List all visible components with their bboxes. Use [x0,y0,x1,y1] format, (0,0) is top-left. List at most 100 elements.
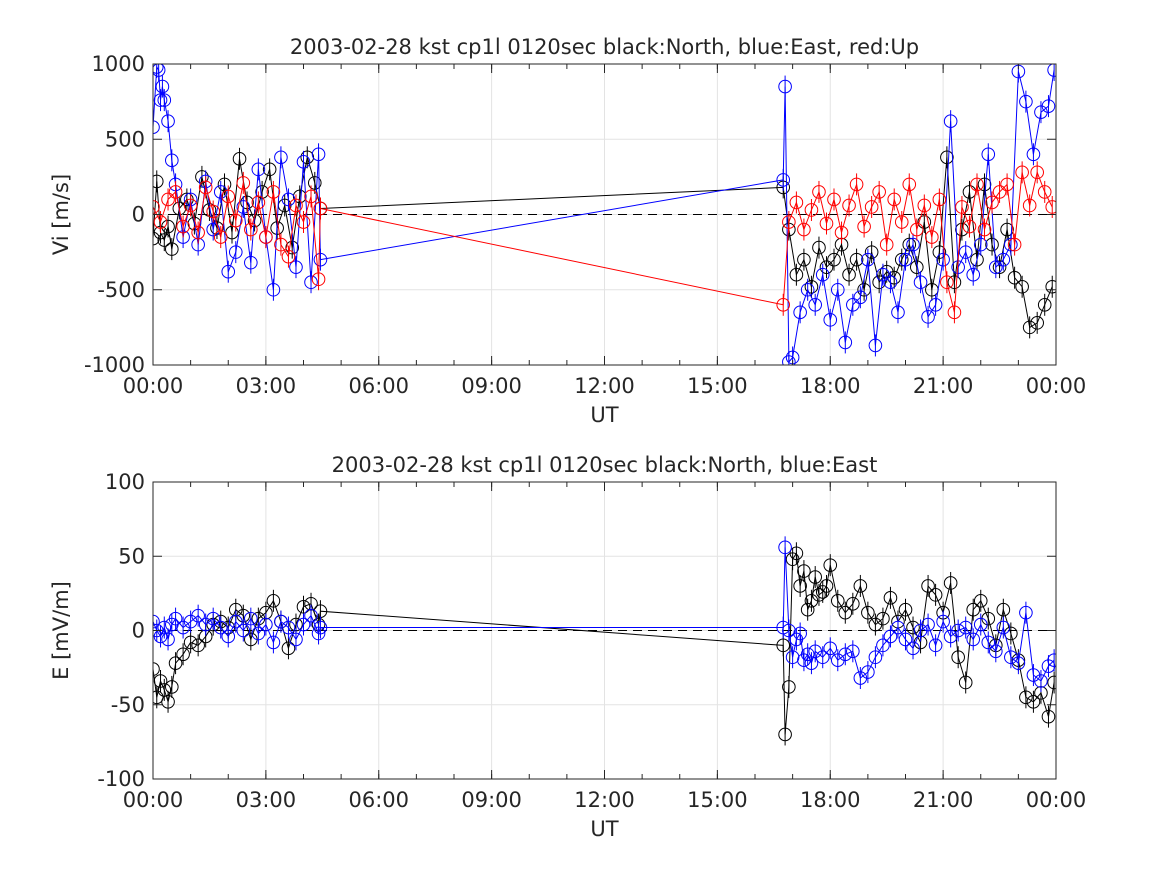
series-east-point [861,252,875,267]
series-up-point [776,298,791,312]
series-east-point [981,635,996,650]
x-tick-label: 06:00 [348,788,409,812]
series-up-point [797,222,811,237]
series-north-point [1007,270,1022,285]
series-up-point [198,180,213,195]
series-up-point [153,215,168,229]
series-east-point [776,173,791,187]
series-east-point [793,305,807,320]
series-east-point [1004,237,1018,252]
series-up-point [259,230,273,244]
series-east-point [846,644,860,659]
series-north-point [894,252,909,267]
series-east-point [289,260,303,274]
series-up-point [274,237,288,252]
series-north-point [819,260,834,274]
series-east-point [1019,94,1033,109]
series-east-point [311,626,326,641]
x-tick-label: 12:00 [574,788,635,812]
series-north-point [797,564,811,578]
series-east-point [951,623,965,638]
series-north-point [898,602,913,617]
y-tick-label: 100 [105,470,145,494]
series-east-point [815,650,830,665]
series-north-point [966,602,981,617]
series-up-point [161,192,175,207]
series-east-point [206,222,220,237]
series-east-point [251,626,266,641]
electric-field-panel: 00:00 03:00 06:00 09:00 12:00 15:00 18:00 21:00… [49,453,1086,841]
series-north-point [902,237,917,252]
series-north-point [943,576,958,590]
series-east-point [838,647,853,662]
x-tick-label: 03:00 [236,788,297,812]
series-north-point [951,650,965,665]
series-north-point [800,602,815,617]
series-north-point [830,594,845,608]
series-east-point [1047,653,1056,667]
series-east-point [153,64,164,74]
y-tick-label: -1000 [84,353,145,377]
series-up-point [1045,200,1056,214]
y-tick-label: 0 [132,203,145,227]
series-up-point [909,222,924,237]
series-up-point [266,185,281,199]
series-east-point [161,114,175,128]
series-north-point [183,635,198,650]
series-north-point [153,674,168,688]
series-up-point [289,198,303,213]
series-up-point [977,222,992,237]
series-north-point [307,176,322,190]
series-up-point [955,200,969,214]
series-north-point [1019,690,1033,705]
series-east-point [296,617,311,632]
series-up-point [970,177,984,192]
series-north-point [906,620,920,635]
series-up-point [887,192,902,207]
series-up-point [206,204,220,219]
series-east-point [823,313,838,327]
series-north-point [1000,222,1014,237]
series-north-point [955,222,969,237]
series-up-point [251,195,266,210]
y-tick-label: -50 [111,693,145,717]
series-up-point [1037,185,1052,199]
series-east-point [213,185,228,199]
series-east-point [244,611,258,626]
series-up-point [1015,165,1029,180]
series-east-point [1026,147,1041,162]
series-up-point [985,195,999,210]
series-east-point [846,298,860,312]
series-north-point [921,579,935,593]
series-east-point [793,626,807,641]
series-east-point [782,355,796,365]
series-east-point [876,267,890,282]
series-east-point [815,267,830,282]
series-up-point [304,189,318,204]
series-east-point [838,335,853,350]
series-east-point [823,641,838,656]
series-east-point [206,611,220,626]
series-east-point [921,310,935,324]
series-east-point [244,255,258,270]
series-north-point [823,558,838,572]
series-east-point [973,617,988,632]
series-up-point [236,176,251,190]
series-east-point [153,64,166,77]
series-east-point [996,620,1011,635]
series-north-point [176,647,190,662]
series-east-point [958,245,973,259]
series-east-point [808,298,823,312]
y-tick-label: 500 [105,127,145,151]
series-north-point [778,727,792,742]
series-up-point [872,185,886,199]
series-east-point [221,629,236,644]
series-east-point [943,114,958,128]
series-up-point [1000,177,1014,192]
series-north-point [195,170,209,184]
series-east-point [311,147,326,162]
series-up-point [879,237,894,252]
series-north-point [853,579,868,593]
x-tick-label: 00:00 [1026,788,1087,812]
data-layer [153,64,1056,365]
